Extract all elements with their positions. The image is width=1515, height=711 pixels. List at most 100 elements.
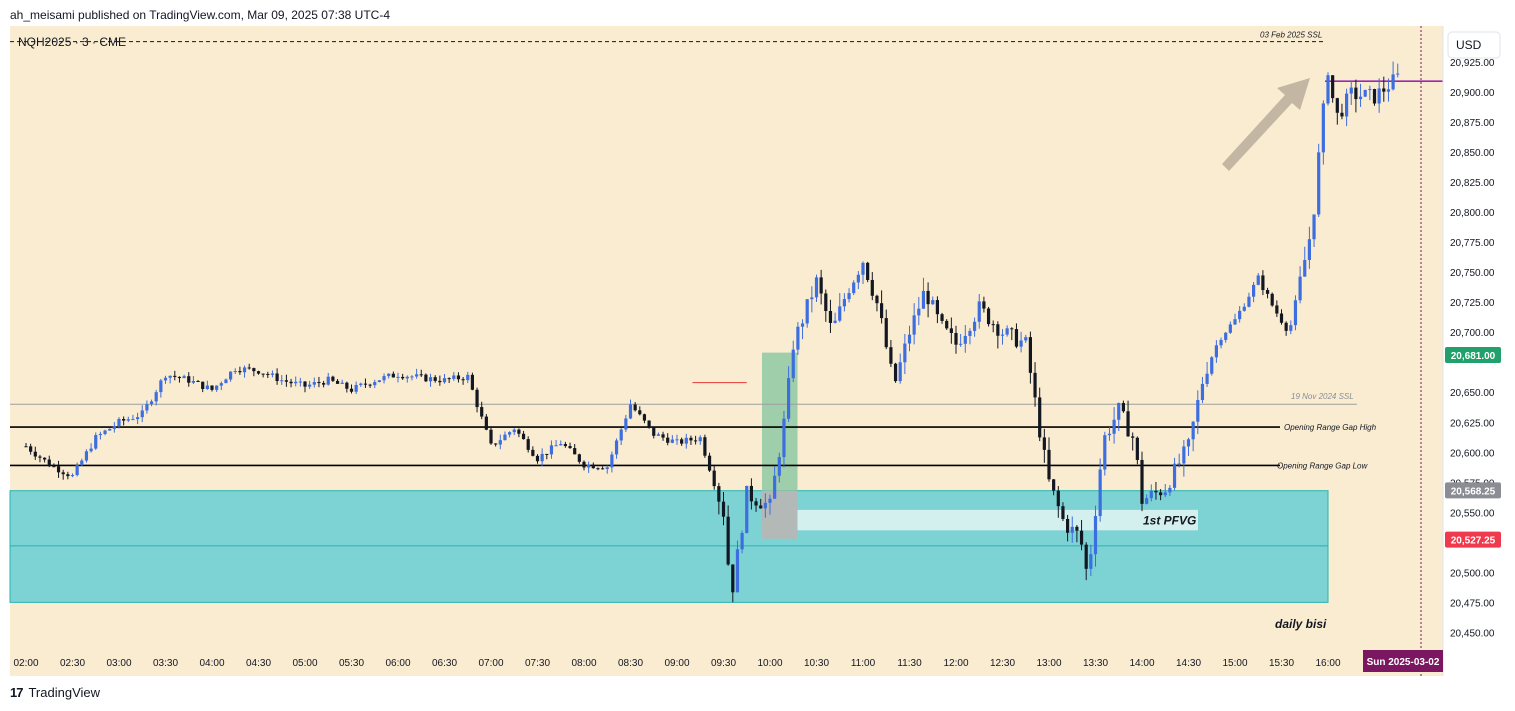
zones-layer [9,352,1329,603]
candle [391,371,395,378]
x-tick-label: 10:00 [757,658,782,669]
candle [419,369,423,377]
candle-body [549,445,554,455]
candle [229,371,233,382]
candle [345,381,349,393]
candle [982,296,986,313]
candle-body [731,564,735,593]
candle [1079,519,1084,551]
candle-body [196,380,200,382]
candle [968,328,972,345]
candle [24,443,28,448]
candle [1224,331,1228,343]
candle-body [70,475,75,477]
candle [1252,282,1256,303]
candle-body [340,382,344,384]
candle-body [470,374,474,390]
candle [210,385,214,392]
candle [401,373,405,380]
candle-body [1028,337,1032,373]
candle-body [261,373,265,375]
candle [973,317,977,337]
candle-body [1335,98,1339,113]
candle-body [1168,487,1172,493]
price-tag-label: 20,568.25 [1451,486,1496,497]
candle [1000,329,1005,345]
x-tick-label: 06:30 [432,658,457,669]
candle [173,370,177,381]
candle [447,377,451,383]
candle [1070,516,1074,543]
candle-body [1159,492,1163,496]
annotation-orgl: Opening Range Gap Low [1277,461,1369,470]
candle-body [959,343,963,345]
candle-body [893,363,898,382]
candle-body [1117,402,1121,420]
candle [484,414,488,431]
candle [187,372,191,387]
candle-body [577,454,581,462]
publisher-line: ah_meisami published on TradingView.com,… [10,8,390,22]
candle [89,443,93,453]
x-tick-label: 08:30 [618,658,643,669]
candle [749,478,753,510]
candle [266,371,270,379]
annotation-daily-bisi: daily bisi [1275,617,1327,631]
candle [312,377,316,388]
candle [80,458,84,466]
candle-body [684,437,688,444]
candle [1205,361,1209,387]
candle [791,340,795,383]
candle-body [215,385,219,390]
candle [800,319,805,340]
candle-body [545,453,549,455]
candle [1345,88,1349,127]
candle [633,402,637,412]
candle [656,432,660,436]
candle-body [112,426,116,429]
candle-body [745,485,749,534]
candle [577,453,581,464]
candle [438,375,442,386]
currency-button[interactable]: USD [1447,31,1501,59]
candle [1200,376,1205,404]
candle-body [145,404,149,411]
candle [531,446,535,457]
candle [1052,478,1056,496]
candle-body [1010,328,1014,330]
candle [847,288,851,303]
candle-body [210,385,214,390]
candle-body [270,373,275,375]
candle-body [173,375,177,377]
candle-body [368,384,372,386]
candle [1363,89,1367,98]
candle [796,322,800,355]
candle-body [754,501,758,506]
candle [1033,362,1037,407]
candle-body [614,440,619,455]
y-tick-label: 20,750.00 [1450,268,1495,279]
axes-layer: 20,925.00 20,900.00 20,875.00 20,850.00 20,8… [13,26,1501,676]
candle-body [415,374,419,377]
candle-body [117,418,121,427]
y-tick-label: 20,825.00 [1450,178,1495,189]
candle [256,370,261,375]
candle [368,383,372,388]
tradingview-brand[interactable]: 17 TradingView [10,685,100,700]
candle-body [759,505,763,509]
candle-body [1103,435,1107,470]
candle [298,377,302,387]
candle [396,372,400,383]
candle-body [675,439,679,441]
candle-body [898,362,902,382]
candle [1107,427,1112,441]
candle-body [954,332,958,345]
candle-body [568,446,572,449]
candle [191,375,195,385]
candle-body [810,297,814,300]
pfvg-box [797,509,1198,531]
candle-body [1084,544,1088,569]
candle-body [303,381,307,387]
candle [112,422,116,433]
